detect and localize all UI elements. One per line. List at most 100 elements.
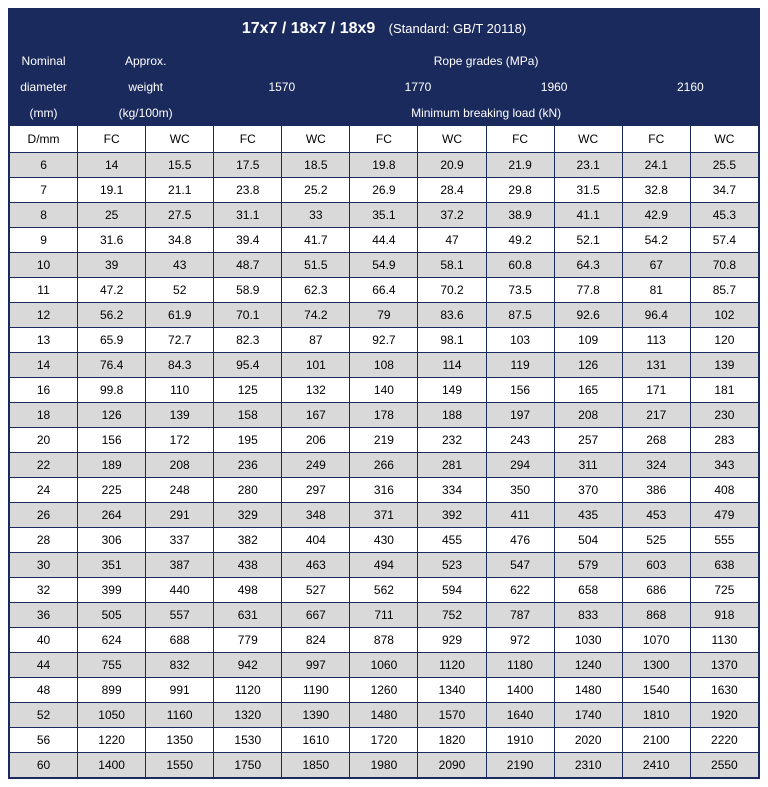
- table-cell: 1130: [690, 628, 758, 653]
- table-cell: 350: [486, 478, 554, 503]
- table-cell: 1070: [622, 628, 690, 653]
- table-cell: 1190: [282, 678, 350, 703]
- table-row: 1365.972.782.38792.798.1103109113120: [10, 328, 759, 353]
- table-cell: 131: [622, 353, 690, 378]
- table-cell: 83.6: [418, 303, 486, 328]
- table-cell: 25.5: [690, 153, 758, 178]
- table-cell: 92.6: [554, 303, 622, 328]
- table-cell: 1630: [690, 678, 758, 703]
- table-cell: 67: [622, 253, 690, 278]
- table-cell: 557: [146, 603, 214, 628]
- table-row: 4889999111201190126013401400148015401630: [10, 678, 759, 703]
- table-row: 32399440498527562594622658686725: [10, 578, 759, 603]
- title-sub: (Standard: GB/T 20118): [389, 21, 527, 36]
- table-row: 44755832942997106011201180124013001370: [10, 653, 759, 678]
- hdr-nominal-2: diameter: [10, 74, 78, 100]
- table-cell: 120: [690, 328, 758, 353]
- table-cell: 918: [690, 603, 758, 628]
- table-cell: 18: [10, 403, 78, 428]
- table-cell: 562: [350, 578, 418, 603]
- table-cell: 1980: [350, 753, 418, 778]
- table-cell: 2410: [622, 753, 690, 778]
- table-cell: 73.5: [486, 278, 554, 303]
- table-cell: 268: [622, 428, 690, 453]
- table-row: 30351387438463494523547579603638: [10, 553, 759, 578]
- table-cell: 21.9: [486, 153, 554, 178]
- subheader-cell: FC: [622, 126, 690, 153]
- table-cell: 991: [146, 678, 214, 703]
- table-cell: 725: [690, 578, 758, 603]
- table-cell: 1300: [622, 653, 690, 678]
- title-row: 17x7 / 18x7 / 18x9 (Standard: GB/T 20118…: [10, 10, 759, 49]
- table-cell: 1850: [282, 753, 350, 778]
- table-cell: 463: [282, 553, 350, 578]
- table-cell: 84.3: [146, 353, 214, 378]
- table-cell: 1480: [350, 703, 418, 728]
- table-cell: 1390: [282, 703, 350, 728]
- table-cell: 1180: [486, 653, 554, 678]
- table-cell: 755: [78, 653, 146, 678]
- table-cell: 1220: [78, 728, 146, 753]
- table-cell: 1820: [418, 728, 486, 753]
- table-cell: 1720: [350, 728, 418, 753]
- table-cell: 24.1: [622, 153, 690, 178]
- table-row: 1147.25258.962.366.470.273.577.88185.7: [10, 278, 759, 303]
- table-cell: 77.8: [554, 278, 622, 303]
- table-cell: 126: [78, 403, 146, 428]
- table-cell: 70.8: [690, 253, 758, 278]
- table-cell: 555: [690, 528, 758, 553]
- table-cell: 2100: [622, 728, 690, 753]
- table-cell: 20: [10, 428, 78, 453]
- table-row: 61415.517.518.519.820.921.923.124.125.5: [10, 153, 759, 178]
- header-row-2: diameter weight 1570 1770 1960 2160: [10, 74, 759, 100]
- table-cell: 167: [282, 403, 350, 428]
- table-cell: 281: [418, 453, 486, 478]
- table-cell: 10: [10, 253, 78, 278]
- table-cell: 81: [622, 278, 690, 303]
- table-cell: 15.5: [146, 153, 214, 178]
- table-cell: 47: [418, 228, 486, 253]
- table-cell: 219: [350, 428, 418, 453]
- table-cell: 311: [554, 453, 622, 478]
- table-cell: 110: [146, 378, 214, 403]
- table-cell: 1910: [486, 728, 554, 753]
- table-cell: 2220: [690, 728, 758, 753]
- table-cell: 87.5: [486, 303, 554, 328]
- table-cell: 370: [554, 478, 622, 503]
- table-cell: 1540: [622, 678, 690, 703]
- table-cell: 36: [10, 603, 78, 628]
- table-cell: 929: [418, 628, 486, 653]
- table-cell: 638: [690, 553, 758, 578]
- table-cell: 51.5: [282, 253, 350, 278]
- table-cell: 31.6: [78, 228, 146, 253]
- table-cell: 165: [554, 378, 622, 403]
- subheader-cell: FC: [78, 126, 146, 153]
- table-cell: 430: [350, 528, 418, 553]
- table-cell: 139: [690, 353, 758, 378]
- table-cell: 997: [282, 653, 350, 678]
- table-cell: 257: [554, 428, 622, 453]
- table-cell: 101: [282, 353, 350, 378]
- table-row: 1476.484.395.4101108114119126131139: [10, 353, 759, 378]
- table-cell: 132: [282, 378, 350, 403]
- table-cell: 498: [214, 578, 282, 603]
- table-cell: 197: [486, 403, 554, 428]
- table-row: 719.121.123.825.226.928.429.831.532.834.…: [10, 178, 759, 203]
- table-cell: 1050: [78, 703, 146, 728]
- table-cell: 329: [214, 503, 282, 528]
- table-cell: 1530: [214, 728, 282, 753]
- hdr-grade-0: 1570: [214, 74, 350, 100]
- table-cell: 832: [146, 653, 214, 678]
- subheader-cell: D/mm: [10, 126, 78, 153]
- hdr-weight-3: (kg/100m): [78, 100, 214, 126]
- subheader-cell: WC: [146, 126, 214, 153]
- table-cell: 113: [622, 328, 690, 353]
- table-cell: 2550: [690, 753, 758, 778]
- table-cell: 217: [622, 403, 690, 428]
- table-cell: 25.2: [282, 178, 350, 203]
- table-cell: 125: [214, 378, 282, 403]
- subheader-cell: WC: [554, 126, 622, 153]
- table-cell: 206: [282, 428, 350, 453]
- table-cell: 103: [486, 328, 554, 353]
- table-cell: 32: [10, 578, 78, 603]
